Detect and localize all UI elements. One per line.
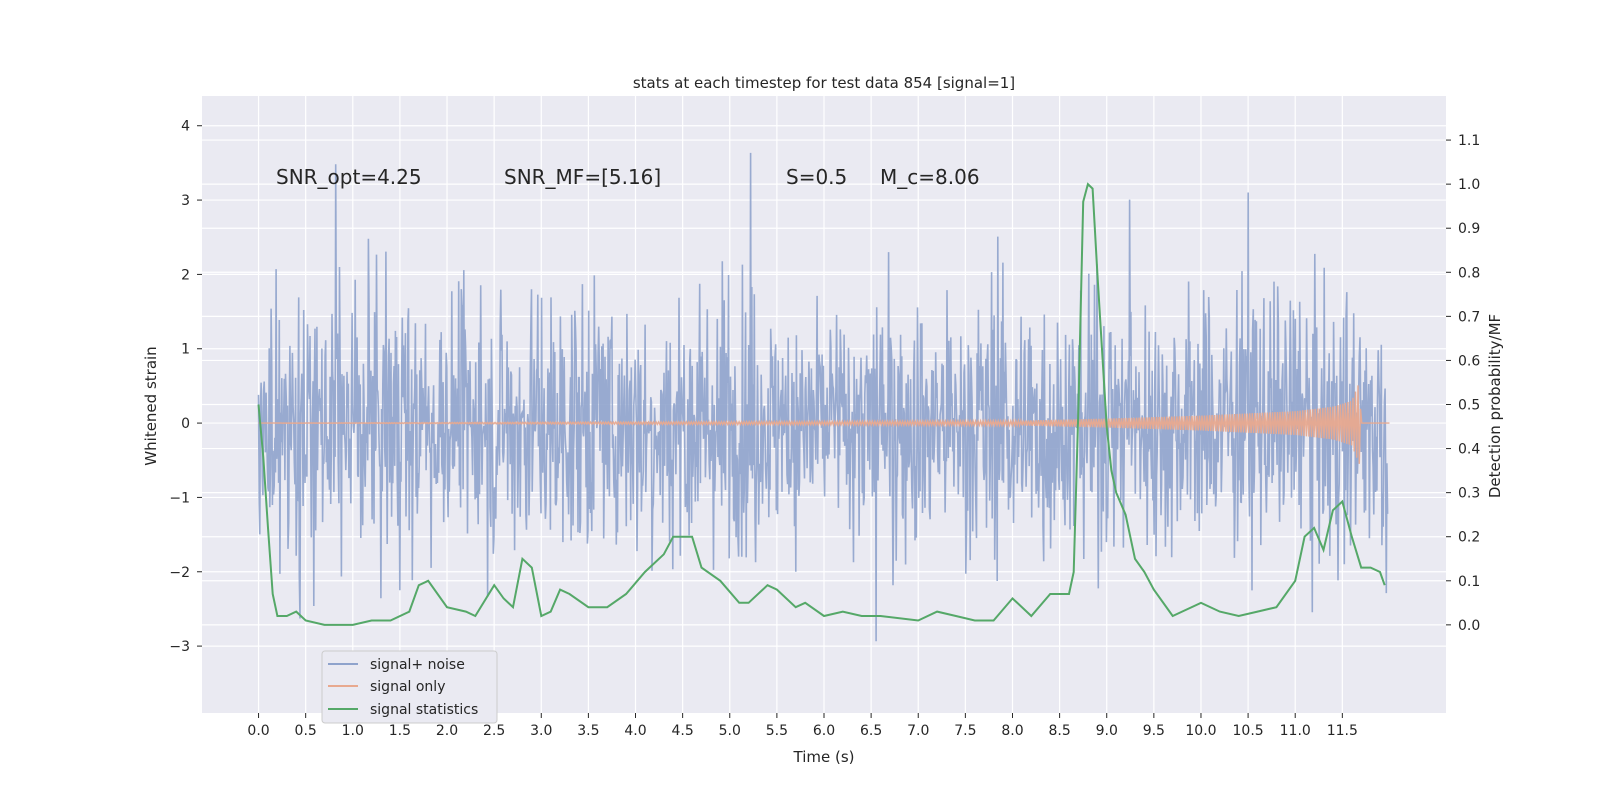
y-right-tick-label: 0.3 [1458, 486, 1480, 502]
y-left-tick-label: 1 [181, 342, 190, 358]
y-right-tick-label: 1.0 [1458, 177, 1480, 193]
y-right-tick-label: 0.9 [1458, 221, 1480, 237]
y-left-tick-label: 0 [181, 416, 190, 432]
signal-noise-series [257, 152, 1389, 642]
annotation-snr-mf: SNR_MF=[5.16] [504, 165, 661, 189]
legend-label-signal: signal only [370, 679, 445, 695]
x-axis-ticks: 0.0 0.5 1.0 1.5 2.0 2.5 3.0 3.5 4.0 4.5 5.0 5.5 6.0 6… [247, 713, 1358, 739]
x-tick-label: 1.0 [342, 723, 364, 739]
signal-only-line [258, 385, 1390, 464]
annotation-snr-opt: SNR_opt=4.25 [276, 165, 422, 189]
legend: signal+ noise signal only signal statist… [321, 650, 498, 724]
x-axis-label: Time (s) [793, 748, 855, 766]
y-axis-left-ticks: −3 −2 −1 0 1 2 3 4 [169, 119, 202, 655]
y-right-tick-label: 0.6 [1458, 353, 1480, 369]
y-right-tick-label: 0.0 [1458, 618, 1480, 634]
y-right-tick-label: 1.1 [1458, 133, 1480, 149]
x-tick-label: 3.0 [530, 723, 552, 739]
x-tick-label: 10.0 [1185, 723, 1216, 739]
x-tick-label: 8.5 [1048, 723, 1070, 739]
y-right-tick-label: 0.4 [1458, 442, 1480, 458]
x-tick-label: 1.5 [389, 723, 411, 739]
y-right-tick-label: 0.5 [1458, 398, 1480, 414]
x-tick-label: 7.5 [954, 723, 976, 739]
x-tick-label: 7.0 [907, 723, 929, 739]
x-tick-label: 2.0 [436, 723, 458, 739]
y-right-tick-label: 0.1 [1458, 574, 1480, 590]
x-tick-label: 3.5 [577, 723, 599, 739]
y-axis-right-ticks: 0.0 0.1 0.2 0.3 0.4 0.5 0.6 0.7 0.8 0.9 1.0 1.1 [1446, 133, 1480, 634]
x-tick-label: 4.5 [672, 723, 694, 739]
y-right-tick-label: 0.2 [1458, 530, 1480, 546]
x-tick-label: 5.5 [766, 723, 788, 739]
y-left-tick-label: −1 [169, 490, 190, 506]
x-tick-label: 8.0 [1001, 723, 1023, 739]
x-tick-label: 6.5 [860, 723, 882, 739]
x-tick-label: 9.0 [1096, 723, 1118, 739]
x-tick-label: 9.5 [1143, 723, 1165, 739]
x-tick-label: 10.5 [1233, 723, 1264, 739]
signal-noise-line [257, 152, 1389, 642]
x-tick-label: 11.5 [1327, 723, 1358, 739]
y-left-tick-label: 2 [181, 267, 190, 283]
signal-statistics-series [257, 182, 1386, 626]
x-tick-label: 5.0 [719, 723, 741, 739]
x-tick-label: 4.0 [624, 723, 646, 739]
legend-box [321, 650, 498, 724]
annotation-s: S=0.5 [786, 165, 847, 189]
chart-title: stats at each timestep for test data 854… [633, 74, 1015, 92]
x-tick-label: 2.5 [483, 723, 505, 739]
y-axis-left-label: Whitened strain [142, 346, 160, 465]
y-left-tick-label: −2 [169, 565, 190, 581]
legend-label-noise: signal+ noise [370, 657, 465, 673]
y-left-tick-label: 3 [181, 193, 190, 209]
y-axis-right-label: Detection probability/MF [1486, 314, 1504, 498]
y-right-tick-label: 0.7 [1458, 309, 1480, 325]
y-right-tick-label: 0.8 [1458, 265, 1480, 281]
annotation-mc: M_c=8.06 [880, 165, 980, 189]
x-tick-label: 11.0 [1280, 723, 1311, 739]
x-tick-label: 0.5 [295, 723, 317, 739]
x-tick-label: 0.0 [247, 723, 269, 739]
y-left-tick-label: 4 [181, 119, 190, 135]
x-tick-label: 6.0 [813, 723, 835, 739]
y-left-tick-label: −3 [169, 639, 190, 655]
signal-statistics-line [257, 182, 1386, 626]
legend-label-stats: signal statistics [370, 702, 478, 718]
signal-only-series [258, 385, 1390, 464]
